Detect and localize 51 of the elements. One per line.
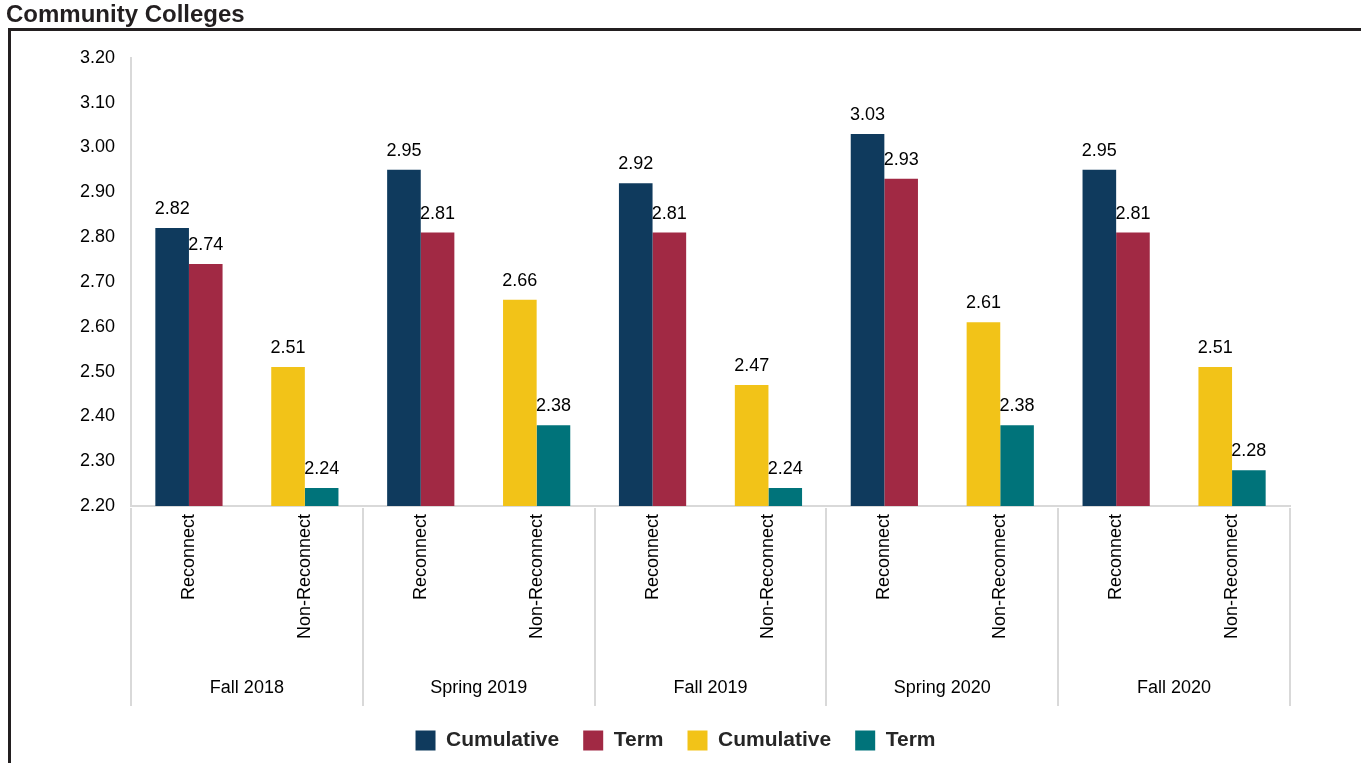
data-label: 2.82: [154, 198, 190, 219]
legend-label: Cumulative: [446, 727, 560, 751]
text: Fall 2020: [1137, 676, 1212, 697]
legend-label: Term: [613, 727, 664, 751]
text: Spring 2020: [893, 676, 991, 697]
x-tick-label: Non-Reconnect: [525, 514, 546, 640]
data-label: 2.93: [883, 148, 919, 169]
x-tick-label: Non-Reconnect: [293, 514, 314, 640]
data-label: 2.51: [1197, 337, 1233, 358]
data-label: 2.51: [270, 337, 306, 358]
y-tick-label: 2.20: [79, 494, 115, 515]
y-tick-label: 2.80: [79, 226, 115, 247]
data-label: 2.47: [734, 354, 770, 375]
y-tick-label: 2.50: [79, 360, 115, 381]
text: Spring 2019: [430, 676, 528, 697]
text: Fall 2018: [209, 676, 284, 697]
data-label: 2.61: [965, 292, 1001, 313]
y-tick-label: 3.10: [79, 91, 115, 112]
chart-title: Community Colleges: [6, 0, 245, 27]
data-label: 3.03: [850, 103, 886, 124]
y-tick-label: 2.30: [79, 450, 115, 471]
legend-label: Cumulative: [718, 727, 832, 751]
data-label: 2.81: [420, 202, 456, 223]
data-label: 2.24: [767, 458, 803, 479]
y-tick-label: 2.60: [79, 315, 115, 336]
data-label: 2.81: [1115, 202, 1151, 223]
data-label: 2.92: [618, 153, 654, 174]
text: Fall 2019: [673, 676, 748, 697]
data-label: 2.81: [651, 202, 687, 223]
legend-label: Term: [885, 727, 936, 751]
y-tick-label: 3.20: [79, 46, 115, 67]
y-tick-label: 2.70: [79, 270, 115, 291]
data-label: 2.38: [999, 395, 1035, 416]
data-label: 2.24: [304, 458, 340, 479]
x-tick-label: Non-Reconnect: [989, 514, 1010, 640]
data-label: 2.66: [502, 269, 538, 290]
data-label: 2.95: [386, 139, 422, 160]
data-label: 2.38: [535, 395, 571, 416]
data-label: 2.28: [1231, 440, 1267, 461]
x-tick-label: Reconnect: [177, 514, 198, 601]
x-tick-label: Reconnect: [1105, 514, 1126, 601]
data-label: 2.74: [188, 233, 224, 254]
data-label: 2.95: [1081, 139, 1117, 160]
y-tick-label: 3.00: [79, 136, 115, 157]
y-tick-label: 2.40: [79, 405, 115, 426]
x-tick-label: Reconnect: [409, 514, 430, 601]
x-tick-label: Reconnect: [873, 514, 894, 601]
x-tick-label: Reconnect: [641, 514, 662, 601]
x-tick-label: Non-Reconnect: [757, 514, 778, 640]
y-tick-label: 2.90: [79, 181, 115, 202]
x-tick-label: Non-Reconnect: [1221, 514, 1242, 640]
